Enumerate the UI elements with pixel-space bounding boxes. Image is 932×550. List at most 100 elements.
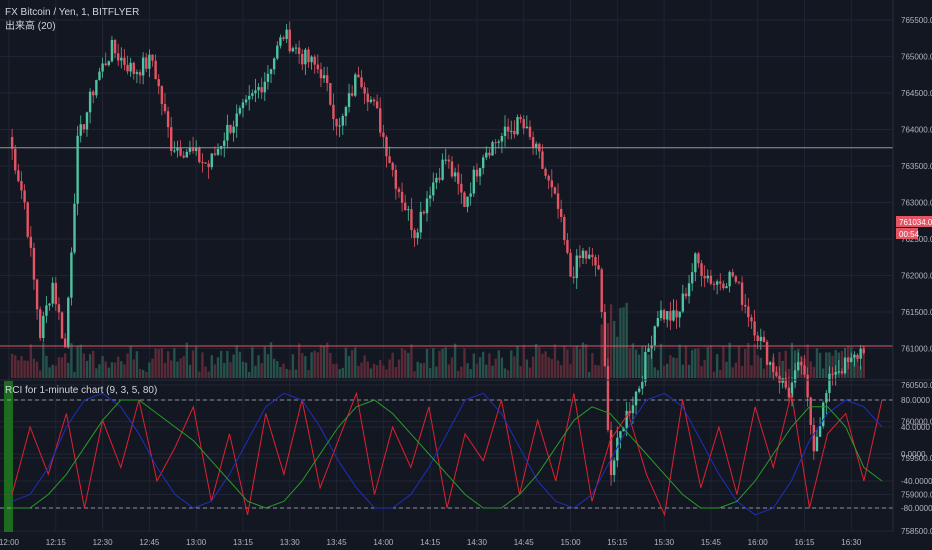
- volume-bar: [850, 347, 853, 378]
- volume-bar: [597, 365, 600, 378]
- volume-bar: [563, 345, 566, 378]
- volume-bar: [188, 364, 192, 378]
- volume-bar: [441, 348, 444, 378]
- volume-bar: [410, 344, 413, 378]
- volume-bar: [547, 357, 550, 378]
- volume-bar: [641, 345, 644, 378]
- volume-bar: [700, 366, 703, 378]
- x-tick-label: 16:00: [748, 538, 769, 547]
- candle-body: [57, 304, 61, 313]
- volume-bar: [600, 324, 603, 378]
- volume-bar: [722, 346, 725, 378]
- candle-body: [731, 272, 734, 277]
- candle-body: [316, 64, 320, 70]
- volume-bar: [229, 362, 232, 378]
- candle-body: [397, 188, 401, 192]
- volume-bar: [666, 363, 669, 378]
- candle-body: [170, 127, 173, 152]
- volume-bar: [619, 307, 622, 378]
- countdown-badge: [896, 228, 918, 239]
- candle-body: [95, 79, 98, 96]
- volume-bar: [145, 371, 148, 378]
- symbol-legend[interactable]: FX Bitcoin / Yen, 1, BITFLYER: [5, 7, 139, 18]
- volume-bar: [413, 371, 416, 378]
- candle-body: [38, 309, 42, 338]
- volume-bar: [628, 347, 631, 378]
- volume-bar: [51, 364, 54, 378]
- volume-bar: [132, 359, 135, 378]
- candle-body: [837, 371, 841, 373]
- candle-body: [734, 276, 738, 282]
- volume-bar: [67, 362, 70, 378]
- candle-body: [17, 170, 20, 182]
- volume-bar: [301, 353, 304, 378]
- price-tick-label: 765000.00: [901, 53, 932, 62]
- candle-body: [815, 436, 819, 452]
- volume-bar: [170, 360, 173, 378]
- volume-bar: [185, 342, 189, 378]
- volume-bar: [266, 354, 270, 378]
- volume-legend[interactable]: 出来高 (20): [5, 19, 56, 32]
- volume-bar: [460, 366, 463, 378]
- volume-bar: [578, 348, 582, 378]
- candle-body: [407, 209, 410, 211]
- volume-bar: [194, 346, 198, 378]
- candle-body: [644, 351, 647, 382]
- candle-body: [485, 152, 488, 158]
- rci-legend[interactable]: RCI for 1-minute chart (9, 3, 5, 80): [5, 385, 157, 396]
- volume-bar: [687, 364, 691, 378]
- candle-body: [301, 53, 304, 65]
- candle-body: [379, 108, 382, 133]
- volume-bar: [198, 371, 201, 378]
- candle-body: [719, 281, 722, 284]
- volume-bar: [85, 360, 89, 378]
- volume-bar: [684, 345, 688, 378]
- candle-body: [684, 293, 688, 297]
- candle-body: [26, 202, 29, 237]
- candle-body: [775, 372, 778, 376]
- candle-body: [385, 136, 388, 157]
- candle-body: [319, 69, 323, 79]
- candle-body: [547, 175, 550, 181]
- volume-bar: [363, 355, 366, 378]
- candle-body: [481, 157, 485, 169]
- volume-bar: [538, 347, 541, 378]
- candle-body: [135, 72, 139, 74]
- volume-bar: [522, 344, 525, 378]
- candle-body: [725, 286, 728, 289]
- candle-body: [432, 182, 435, 196]
- volume-bar: [29, 344, 33, 378]
- volume-bar: [472, 353, 476, 378]
- candle-body: [790, 382, 794, 398]
- volume-bar: [291, 354, 295, 378]
- candle-body: [784, 378, 787, 388]
- volume-bar: [550, 359, 554, 378]
- candle-body: [550, 180, 554, 188]
- price-tick-label: 759500.00: [901, 454, 932, 463]
- candle-body: [441, 159, 444, 180]
- volume-bar: [17, 360, 20, 378]
- volume-bar: [26, 360, 29, 378]
- candle-body: [154, 60, 157, 80]
- volume-bar: [251, 347, 254, 378]
- candle-body: [678, 311, 681, 318]
- candle-body: [634, 391, 638, 406]
- volume-bar: [790, 342, 794, 378]
- volume-bar: [235, 345, 238, 378]
- price-tick-label: 759000.00: [901, 491, 932, 500]
- volume-bar: [135, 351, 139, 378]
- candle-body: [410, 209, 413, 231]
- candle-body: [257, 87, 260, 91]
- candle-body: [166, 111, 170, 128]
- volume-bar: [438, 350, 441, 378]
- x-tick-label: 12:45: [139, 538, 160, 547]
- volume-bar: [32, 358, 36, 378]
- candle-body: [825, 393, 828, 403]
- volume-bar: [232, 354, 235, 378]
- candle-body: [248, 95, 251, 100]
- volume-bar: [503, 368, 507, 378]
- rci-pane: [0, 381, 893, 532]
- candle-body: [213, 153, 217, 155]
- candle-body: [519, 117, 522, 120]
